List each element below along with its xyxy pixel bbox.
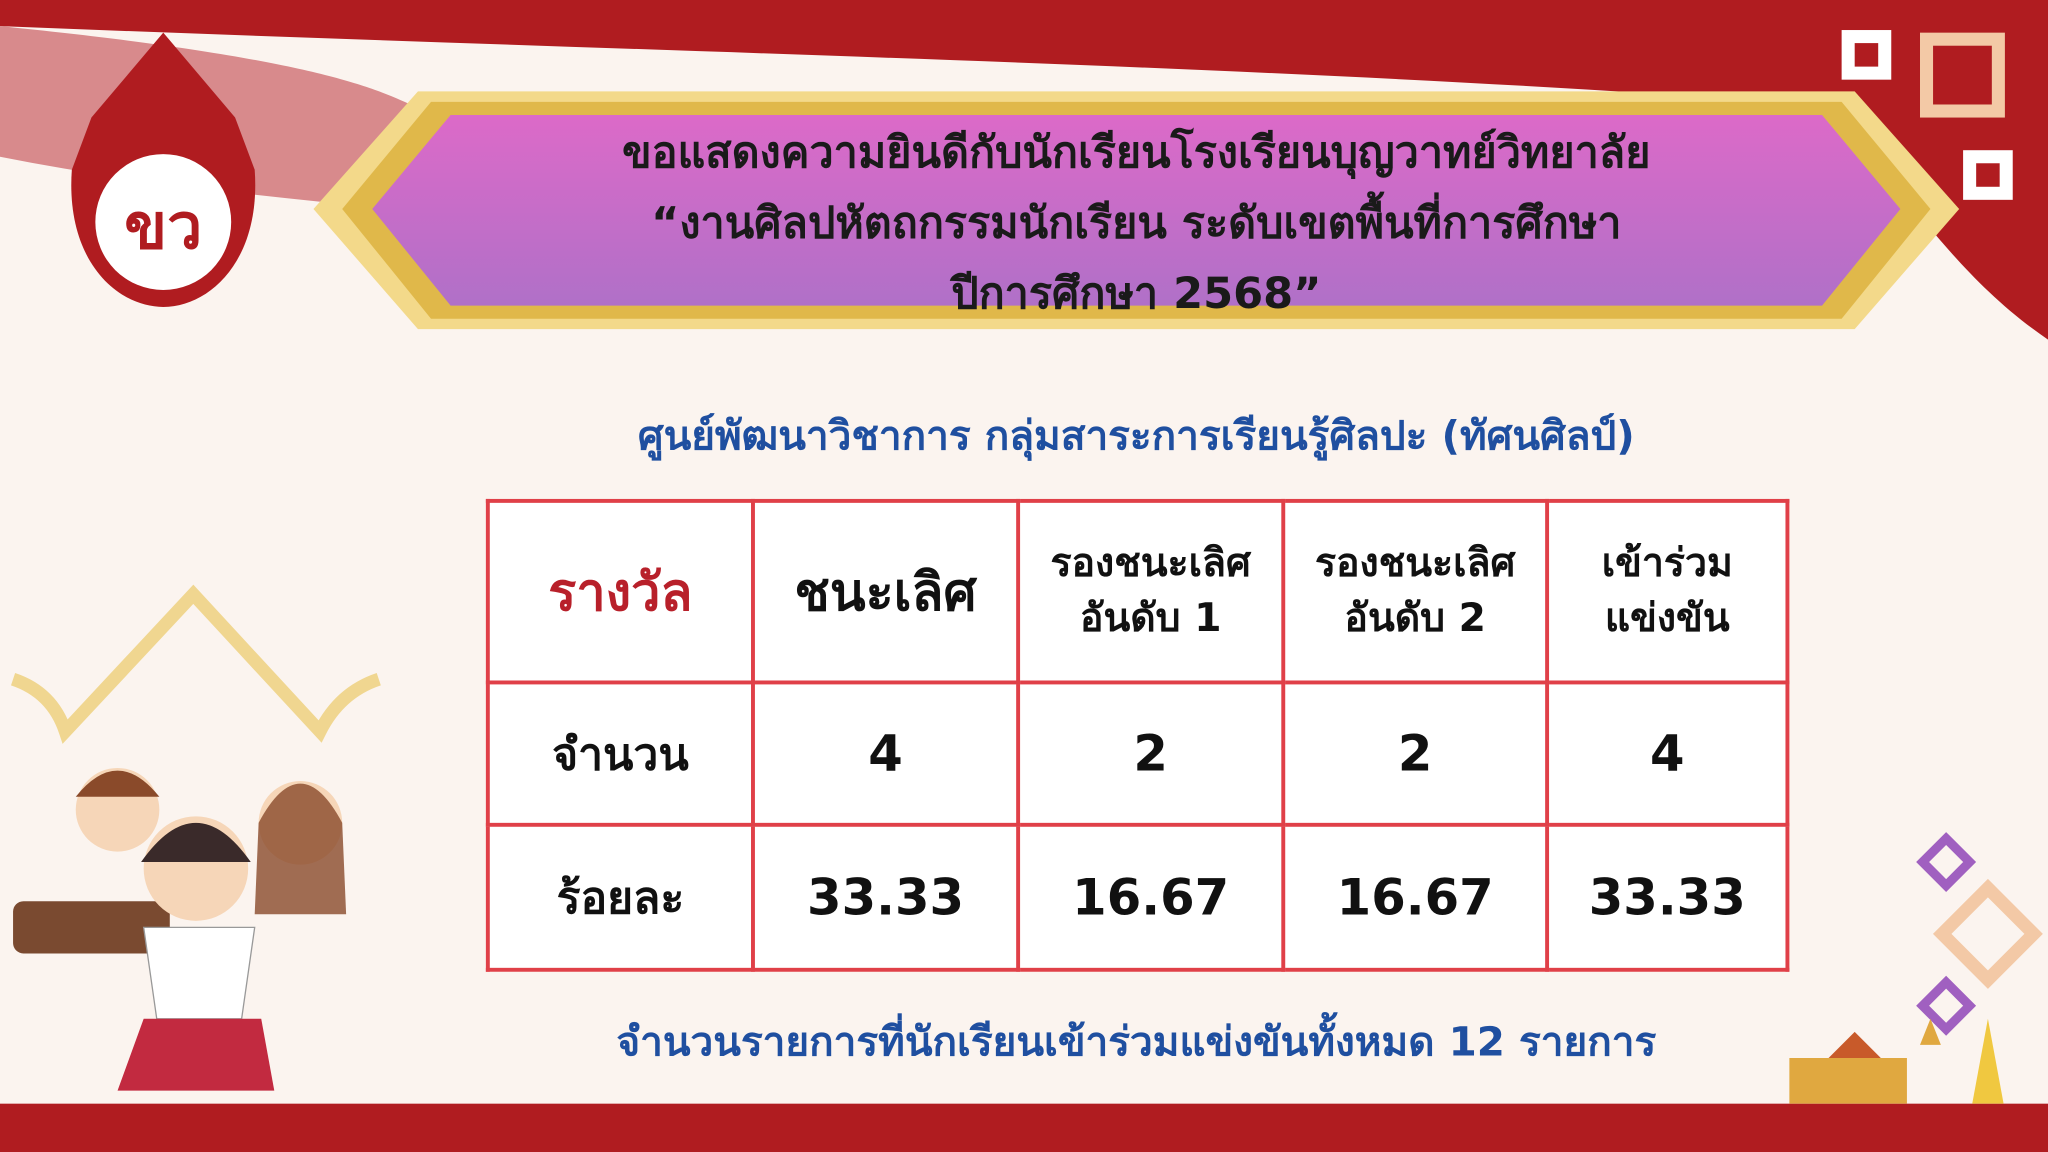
banner-frame	[313, 91, 1960, 330]
cell: 16.67	[1016, 822, 1286, 972]
banner-line-3: ปีการศึกษา 2568”	[951, 267, 1322, 319]
row-label: จำนวน	[485, 680, 755, 827]
cell: 4	[1545, 680, 1790, 827]
cell: 33.33	[751, 822, 1021, 972]
cell: 2	[1016, 680, 1286, 827]
thai-roof-ornament	[10, 584, 381, 744]
subtitle: ศูนย์พัฒนาวิชาการ กลุ่มสาระการเรียนรู้ศิ…	[637, 412, 1635, 460]
banner-line-2: “งานศิลปหัตถกรรมนักเรียน ระดับเขตพื้นที่…	[651, 197, 1622, 249]
cell: 33.33	[1545, 822, 1790, 972]
header-runner-up-1: รองชนะเลิศ อันดับ 1	[1016, 498, 1286, 685]
header-participate: เข้าร่วม แข่งขัน	[1545, 498, 1790, 685]
temple-illustration	[1789, 1018, 2004, 1104]
footer-summary: จำนวนรายการที่นักเรียนเข้าร่วมแข่งขันทั้…	[616, 1018, 1657, 1066]
table-row: ร้อยละ 33.33 16.67 16.67 33.33	[485, 822, 1790, 972]
banner-title: ขอแสดงความยินดีกับนักเรียนโรงเรียนบุญวาท…	[392, 118, 1881, 330]
header-award: รางวัล	[485, 498, 755, 685]
cell: 2	[1281, 680, 1550, 827]
results-table: รางวัล ชนะเลิศ รองชนะเลิศ อันดับ 1 รองชน…	[485, 498, 1790, 972]
cell: 16.67	[1281, 822, 1550, 972]
header-runner-up-2: รองชนะเลิศ อันดับ 2	[1281, 498, 1550, 685]
cartoon-children	[13, 767, 347, 1091]
cell: 4	[751, 680, 1021, 827]
corner-ornaments	[1841, 30, 2043, 1036]
row-label: ร้อยละ	[485, 822, 755, 972]
svg-text:ขว: ขว	[124, 190, 202, 263]
table-header-row: รางวัล ชนะเลิศ รองชนะเลิศ อันดับ 1 รองชน…	[485, 498, 1790, 685]
logo: ขว	[71, 32, 256, 307]
banner-line-1: ขอแสดงความยินดีกับนักเรียนโรงเรียนบุญวาท…	[622, 126, 1651, 178]
table-row: จำนวน 4 2 2 4	[485, 680, 1790, 827]
header-winner: ชนะเลิศ	[751, 498, 1021, 685]
